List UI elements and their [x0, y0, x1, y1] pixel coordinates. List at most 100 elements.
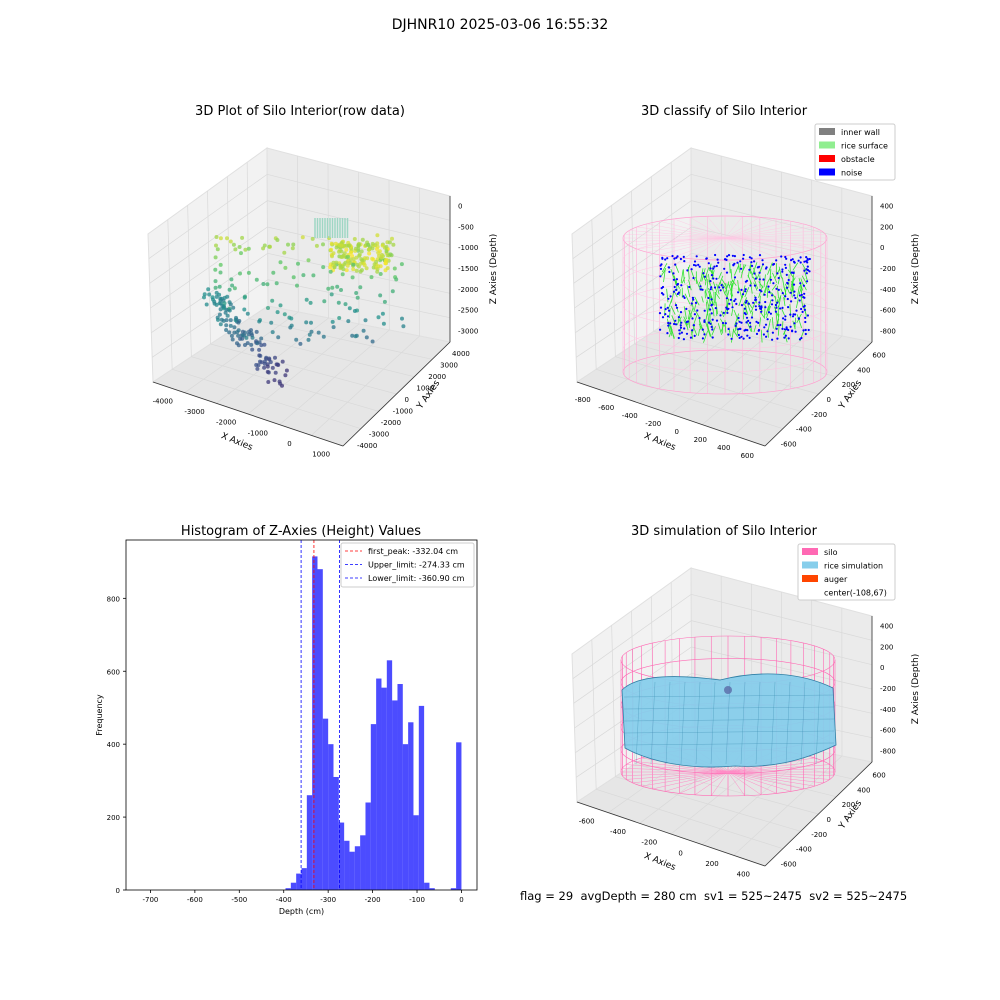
- raw-data-point: [214, 235, 219, 239]
- legend-swatch-rice-surface: [819, 141, 835, 149]
- br-grid: [572, 593, 873, 679]
- noise-point: [754, 308, 758, 311]
- raw-data-point: [394, 277, 399, 282]
- noise-point: [731, 254, 735, 257]
- raw-data-point: [332, 265, 337, 270]
- rice-surface-point: [704, 275, 708, 286]
- noise-point: [768, 291, 771, 294]
- noise-point: [743, 312, 746, 315]
- raw-data-point: [392, 266, 397, 271]
- noise-point: [785, 273, 788, 276]
- noise-point: [758, 305, 761, 308]
- rice-surface-point: [746, 301, 752, 314]
- raw-data-point: [335, 284, 340, 289]
- noise-point: [786, 282, 789, 285]
- raw-data-point: [215, 247, 220, 252]
- tr-x-tick-label: 400: [717, 444, 730, 452]
- br-z-tick-label: -200: [880, 685, 896, 693]
- rice-surface-point: [663, 268, 666, 283]
- noise-point: [761, 263, 765, 266]
- noise-point: [749, 321, 752, 324]
- silo-wireframe-spoke: [632, 771, 729, 784]
- noise-point: [722, 286, 725, 289]
- raw-data-point: [228, 239, 233, 244]
- histogram-bar: [312, 556, 318, 890]
- raw-data-point: [240, 329, 245, 334]
- legend-swatch-noise: [819, 168, 835, 176]
- br-z-tick-label: -600: [880, 727, 896, 735]
- noise-point: [703, 275, 707, 278]
- silo-wall-spoke: [724, 226, 814, 239]
- raw-data-point: [245, 311, 250, 316]
- rice-surface-point: [704, 320, 710, 335]
- histogram-bar: [408, 722, 414, 890]
- silo-wall-ring: [622, 238, 828, 283]
- raw-data-point: [213, 267, 218, 272]
- noise-point: [705, 257, 708, 260]
- rice-surface-point: [708, 293, 711, 304]
- silo-wireframe-spoke: [727, 771, 777, 794]
- noise-point: [762, 333, 766, 336]
- raw-data-point: [238, 271, 242, 276]
- noise-point: [748, 336, 751, 339]
- noise-point: [691, 329, 694, 332]
- tl-y-tick-label: -3000: [369, 431, 389, 439]
- raw-data-point: [237, 245, 242, 249]
- rice-surface-point: [801, 263, 807, 272]
- br-y-tick-label: 0: [827, 816, 831, 824]
- rice-surface-point: [730, 294, 734, 308]
- raw-data-point: [370, 256, 375, 261]
- raw-data-point: [384, 249, 389, 254]
- tl-y-axis-label: Y Axies: [415, 378, 443, 411]
- rice-surface-point: [746, 320, 752, 332]
- tr-z-axis-label: Z Axies (Depth): [911, 234, 921, 305]
- tl-grid: [149, 200, 451, 284]
- noise-point: [740, 335, 743, 338]
- raw-data-point: [350, 254, 355, 258]
- noise-point: [745, 321, 748, 324]
- noise-point: [742, 337, 745, 340]
- rice-mesh-line: [785, 681, 791, 765]
- noise-point: [727, 254, 731, 257]
- tr-y-tick-label: 600: [872, 351, 885, 359]
- raw-data-point: [217, 292, 222, 297]
- noise-point: [744, 290, 747, 293]
- tr-z-tick-label: 200: [880, 223, 893, 231]
- noise-point: [659, 275, 662, 278]
- raw-data-point: [278, 260, 283, 265]
- raw-data-point: [227, 330, 232, 335]
- noise-point: [707, 296, 710, 300]
- noise-point: [761, 259, 764, 262]
- noise-point: [659, 306, 663, 309]
- noise-point: [666, 332, 669, 335]
- rice-surface-point: [738, 287, 743, 299]
- noise-point: [758, 289, 762, 292]
- tr-y-tick-label: 0: [827, 396, 831, 404]
- noise-point: [781, 268, 784, 271]
- rice-surface-point: [758, 281, 764, 289]
- noise-point: [718, 286, 721, 289]
- rice-surface-point: [666, 288, 669, 303]
- raw-data-point: [363, 318, 368, 323]
- tr-y-axis-line: [764, 341, 873, 447]
- raw-data-point: [360, 258, 365, 263]
- rice-surface-point: [691, 303, 694, 310]
- figure-title: DJHNR10 2025-03-06 16:55:32: [391, 17, 609, 33]
- noise-point: [725, 306, 728, 309]
- noise-point: [758, 271, 761, 274]
- raw-data-point: [204, 302, 209, 307]
- noise-point: [666, 306, 669, 309]
- raw-data-point: [309, 320, 313, 325]
- noise-point: [781, 306, 784, 309]
- silo-wall-spoke: [724, 237, 821, 246]
- noise-point: [726, 255, 729, 258]
- histogram-bar: [328, 744, 334, 890]
- histogram-bar: [322, 718, 329, 890]
- raw-data-point: [322, 299, 327, 304]
- raw-data-point: [321, 242, 325, 247]
- noise-point: [680, 331, 684, 334]
- raw-data-point: [266, 306, 270, 310]
- br-x-tick-label: -600: [579, 817, 595, 825]
- silo-wall-spoke: [707, 237, 726, 260]
- tr-z-tick-label: 400: [880, 202, 893, 210]
